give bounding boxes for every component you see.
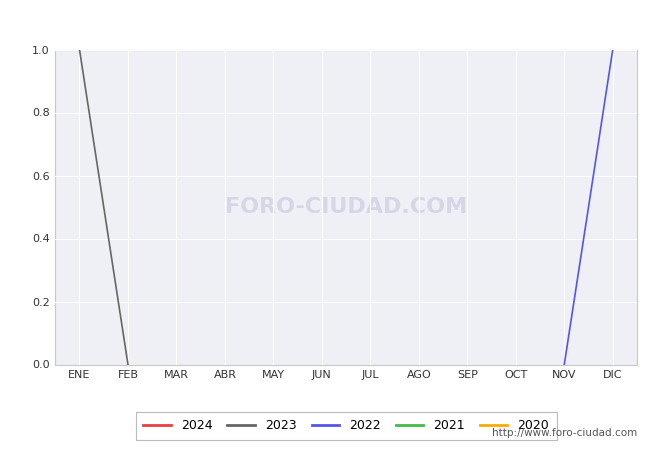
Legend: 2024, 2023, 2022, 2021, 2020: 2024, 2023, 2022, 2021, 2020 — [136, 412, 556, 440]
Text: FORO-CIUDAD.COM: FORO-CIUDAD.COM — [225, 197, 467, 217]
Text: http://www.foro-ciudad.com: http://www.foro-ciudad.com — [492, 428, 637, 438]
Text: Matriculaciones de Vehiculos en Velilla de los Ajos: Matriculaciones de Vehiculos en Velilla … — [118, 11, 532, 29]
